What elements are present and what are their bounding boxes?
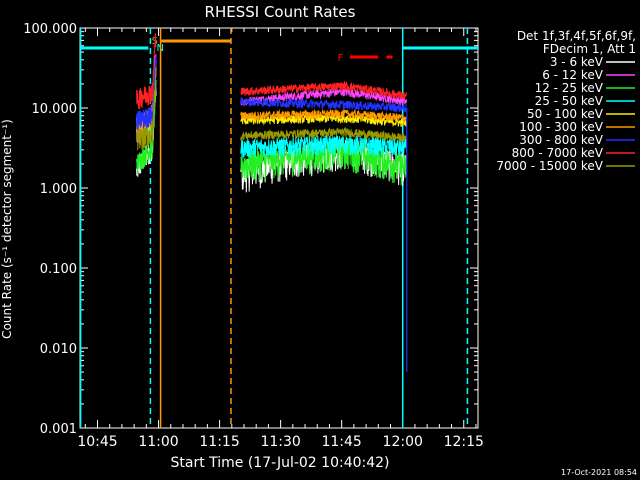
y-tick-label: 0.100 [40, 262, 77, 277]
y-tick-label: 100.000 [23, 22, 77, 37]
x-tick-label: 11:30 [260, 434, 300, 450]
legend-entry-label: 100 - 300 keV [519, 120, 603, 134]
series-line-post [240, 80, 407, 100]
series-line-post [240, 96, 407, 113]
legend-entry-label: 3 - 6 keV [550, 55, 604, 69]
series-line-post [240, 87, 407, 106]
x-axis-label: Start Time (17-Jul-02 10:40:42) [170, 455, 389, 471]
legend-entry-label: 12 - 25 keV [535, 81, 604, 95]
x-tick-label: 11:45 [321, 434, 361, 450]
y-tick-label: 0.001 [40, 422, 77, 437]
series-line-pre [136, 72, 157, 151]
legend-entry-label: 300 - 800 keV [519, 133, 603, 147]
legend-entry-label: 50 - 100 keV [527, 107, 604, 121]
y-tick-label: 10.000 [32, 102, 78, 117]
legend-entry-label: 800 - 7000 keV [512, 146, 604, 160]
legend-entry-label: 7000 - 15000 keV [496, 159, 603, 173]
x-tick-label: 11:00 [138, 434, 178, 450]
x-tick-label: 12:00 [383, 434, 423, 450]
chart-title: RHESSI Count Rates [205, 3, 356, 21]
flag-label-f: F [338, 53, 344, 64]
x-tick-label: 11:15 [199, 434, 239, 450]
x-tick-label: 10:45 [77, 434, 117, 450]
series-line-pre [136, 33, 157, 110]
series-line-post [240, 134, 407, 159]
y-tick-label: 1.000 [40, 182, 77, 197]
y-tick-label: 0.010 [40, 342, 77, 357]
legend-header-line: FDecim 1, Att 1 [543, 42, 636, 56]
legend-entry-label: 25 - 50 keV [535, 94, 604, 108]
footer-date: 17-Oct-2021 08:54 [561, 468, 637, 477]
legend-entry-label: 6 - 12 keV [542, 68, 604, 82]
series-line-post [240, 126, 407, 143]
series-line-post [240, 108, 407, 123]
y-axis-label: Count Rate (s⁻¹ detector segment⁻¹) [0, 119, 14, 339]
legend-header-line: Det 1f,3f,4f,5f,6f,9f, [517, 29, 636, 43]
x-tick-label: 12:15 [444, 434, 484, 450]
